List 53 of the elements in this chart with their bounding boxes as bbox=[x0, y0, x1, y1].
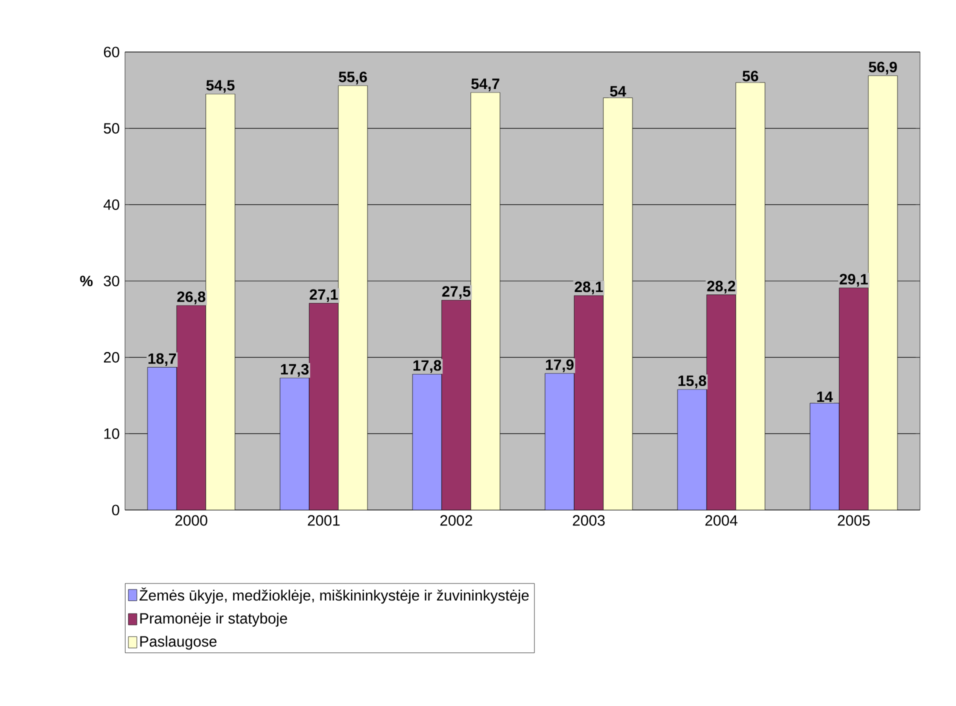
legend-label: Paslaugose bbox=[140, 636, 216, 650]
bar bbox=[280, 378, 310, 510]
data-label: 17,9 bbox=[546, 359, 574, 372]
bar bbox=[868, 75, 898, 510]
bar bbox=[470, 92, 500, 510]
data-label: 15,8 bbox=[678, 375, 706, 388]
bar bbox=[574, 295, 604, 510]
x-tick-label: 2001 bbox=[308, 515, 340, 526]
y-tick-label: 50 bbox=[104, 123, 120, 134]
bar bbox=[176, 305, 206, 510]
y-tick-label: 30 bbox=[104, 276, 120, 286]
bar bbox=[338, 85, 368, 510]
data-label: 17,8 bbox=[413, 360, 442, 373]
data-label: 18,7 bbox=[148, 353, 176, 366]
y-tick-label: 0 bbox=[112, 504, 120, 516]
bar bbox=[441, 300, 472, 510]
data-label: 28,1 bbox=[574, 282, 603, 294]
data-label: 54 bbox=[610, 86, 626, 97]
data-label: 56,9 bbox=[868, 62, 897, 74]
data-label: 28,2 bbox=[707, 280, 736, 294]
legend-label: Pramonėje ir statyboje bbox=[140, 612, 288, 627]
data-label: 27,1 bbox=[310, 289, 338, 302]
bar bbox=[603, 98, 633, 510]
y-axis-title: % bbox=[80, 276, 93, 286]
data-label: 54,5 bbox=[206, 80, 235, 93]
y-tick-label: 10 bbox=[104, 428, 120, 439]
data-label: 26,8 bbox=[177, 291, 206, 304]
x-tick-label: 2005 bbox=[838, 515, 870, 526]
bar bbox=[412, 374, 442, 510]
data-label: 27,5 bbox=[442, 286, 470, 299]
y-tick-label: 20 bbox=[104, 352, 120, 363]
data-label: 55,6 bbox=[338, 72, 367, 84]
y-tick-label: 60 bbox=[104, 46, 120, 58]
data-label: 29,1 bbox=[840, 274, 868, 287]
y-tick-label: 40 bbox=[104, 199, 120, 210]
bar bbox=[810, 402, 840, 510]
x-tick-label: 2003 bbox=[572, 515, 605, 526]
data-label: 54,7 bbox=[471, 78, 500, 92]
bar bbox=[308, 302, 339, 510]
bar bbox=[544, 373, 574, 510]
x-tick-label: 2002 bbox=[440, 515, 472, 526]
bar bbox=[838, 288, 869, 510]
x-tick-label: 2000 bbox=[175, 515, 208, 526]
bar bbox=[677, 389, 707, 510]
x-tick-label: 2004 bbox=[705, 515, 738, 526]
bar bbox=[206, 94, 236, 510]
data-label: 56 bbox=[742, 70, 758, 82]
data-label: 14 bbox=[817, 392, 833, 402]
bar bbox=[147, 367, 177, 510]
data-label: 17,3 bbox=[280, 364, 309, 377]
bar bbox=[706, 294, 736, 510]
legend-label: Žemės ūkyje, medžioklėje, miškininkystėje ir žuvininkystėje bbox=[140, 587, 529, 604]
bar bbox=[736, 82, 766, 510]
